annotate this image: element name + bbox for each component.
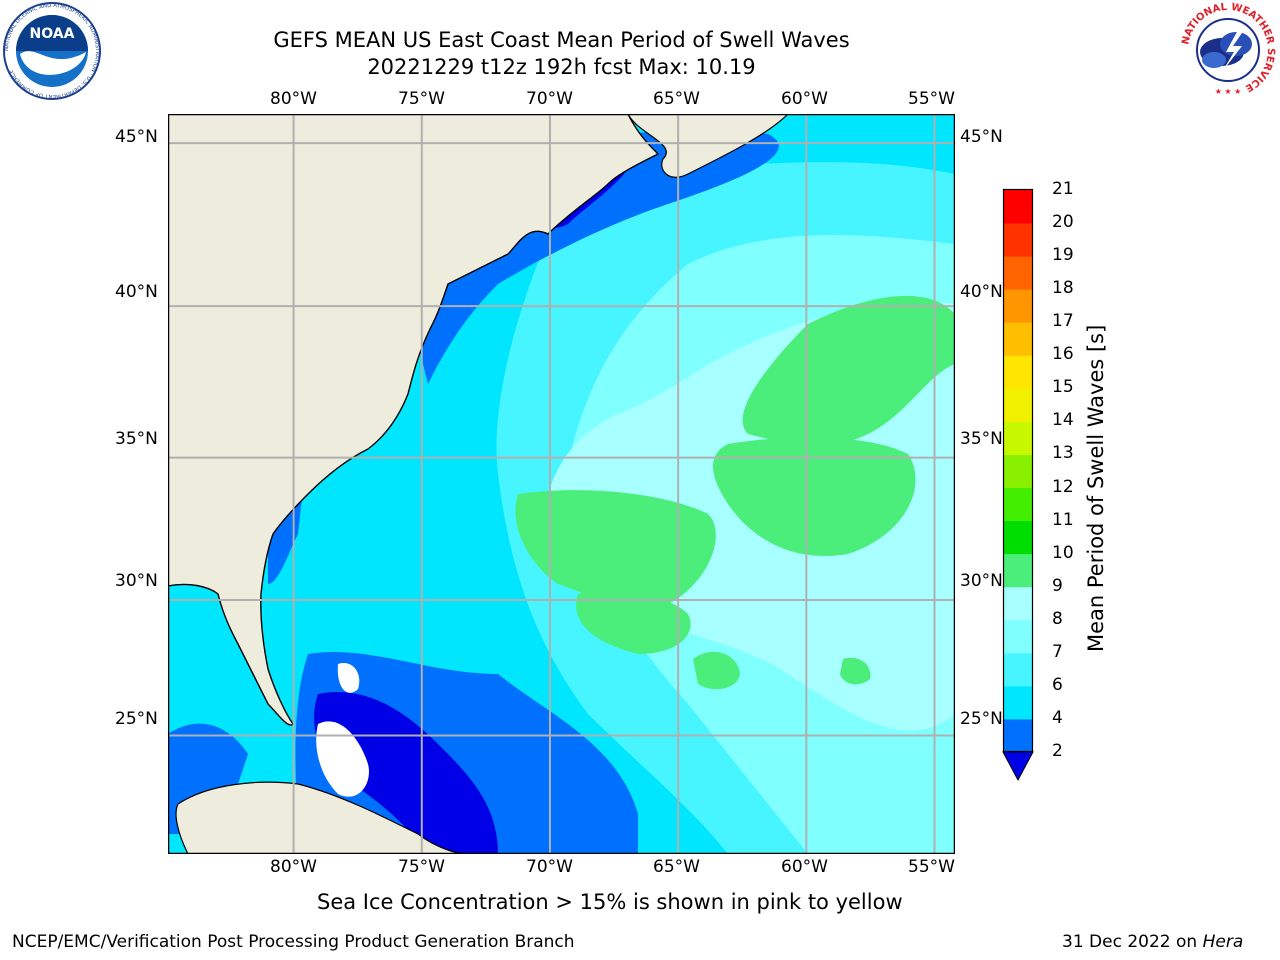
footer-date-text: 31 Dec 2022 on	[1062, 932, 1203, 952]
lat-label-left: 25°N	[115, 709, 158, 729]
footer-credit: NCEP/EMC/Verification Post Processing Pr…	[12, 932, 575, 952]
lat-label-right: 25°N	[960, 709, 1003, 729]
land-nova-scotia	[627, 114, 789, 178]
field-patch-9-10	[515, 490, 716, 607]
nws-logo: NATIONAL WEATHER SERVICE ★ ★ ★	[1178, 0, 1278, 100]
colorbar-swatch	[1004, 520, 1032, 555]
footer-host: Hera	[1202, 932, 1244, 952]
colorbar-tick-label: 12	[1052, 476, 1074, 497]
colorbar-swatch	[1004, 355, 1032, 389]
lat-label-left: 40°N	[115, 282, 158, 302]
lon-label-top: 60°W	[781, 89, 828, 109]
footer-date: 31 Dec 2022 on Hera	[1062, 932, 1243, 952]
map-panel	[168, 114, 955, 854]
sea-ice-caption: Sea Ice Concentration > 15% is shown in …	[317, 890, 903, 914]
colorbar-tick-label: 19	[1052, 245, 1074, 266]
colorbar-tick-label: 18	[1052, 278, 1074, 299]
field-patch-9-10	[693, 651, 740, 690]
swell-period-map	[168, 114, 955, 854]
lat-label-right: 35°N	[960, 429, 1003, 449]
lon-label-bottom: 55°W	[908, 857, 955, 877]
lat-label-right: 40°N	[960, 282, 1003, 302]
colorbar-swatch	[1004, 256, 1032, 290]
map-frame	[168, 114, 955, 854]
colorbar-swatch	[1004, 619, 1032, 654]
colorbar-swatch	[1004, 289, 1032, 323]
lon-label-bottom: 65°W	[653, 857, 700, 877]
noaa-logo: NATIONAL OCEANIC AND ATMOSPHERIC ADMINIS…	[0, 2, 104, 100]
lon-label-top: 75°W	[398, 89, 445, 109]
colorbar-extend-triangle	[1002, 751, 1034, 782]
lat-label-right: 45°N	[960, 127, 1003, 147]
colorbar-tick-label: 9	[1052, 575, 1063, 596]
colorbar-tick-label: 14	[1052, 410, 1074, 431]
colorbar-swatch	[1004, 190, 1032, 224]
lon-label-top: 65°W	[653, 89, 700, 109]
noaa-logo-text: NOAA	[30, 26, 75, 42]
colorbar-swatch	[1004, 421, 1032, 455]
colorbar-tick-label: 2	[1052, 741, 1063, 761]
colorbar-tick-label: 7	[1052, 641, 1063, 662]
colorbar-tick-label: 21	[1052, 179, 1074, 199]
graticule	[168, 114, 955, 854]
colorbar-tick-label: 4	[1052, 707, 1063, 728]
lat-label-left: 35°N	[115, 429, 158, 449]
lon-label-bottom: 75°W	[398, 857, 445, 877]
lon-label-bottom: 70°W	[526, 857, 573, 877]
colorbar-swatch	[1004, 685, 1032, 720]
colorbar-tick-label: 13	[1052, 443, 1074, 464]
colorbar-swatch	[1004, 652, 1032, 687]
field-patch-9-10	[742, 295, 955, 446]
colorbar-swatches	[1002, 188, 1034, 782]
colorbar-tick-label: 16	[1052, 344, 1074, 365]
lon-label-top: 55°W	[908, 89, 955, 109]
lat-label-left: 30°N	[115, 571, 158, 591]
field-patch-9-10	[576, 590, 691, 654]
colorbar-swatch	[1004, 487, 1032, 522]
field-band-2-4	[314, 692, 498, 854]
colorbar-swatch	[1004, 223, 1032, 257]
nws-stars-icon: ★ ★ ★	[1215, 87, 1242, 96]
no-data-area	[337, 663, 360, 693]
colorbar-tick-label: 20	[1052, 212, 1074, 233]
colorbar-swatch	[1004, 322, 1032, 356]
land-cuba	[175, 781, 469, 854]
lon-label-top: 70°W	[526, 89, 573, 109]
colorbar-swatch	[1004, 553, 1032, 588]
colorbar-swatch	[1004, 388, 1032, 422]
field-patch-9-10	[713, 437, 916, 556]
lon-label-top: 80°W	[270, 89, 317, 109]
colorbar-swatch	[1004, 718, 1032, 753]
land-north-america	[168, 114, 660, 726]
no-data-area	[316, 721, 369, 797]
field-patch-9-10	[840, 657, 871, 685]
colorbar-swatch	[1004, 454, 1032, 489]
map-title: GEFS MEAN US East Coast Mean Period of S…	[273, 28, 850, 52]
colorbar-tick-label: 17	[1052, 311, 1074, 332]
lon-label-bottom: 80°W	[270, 857, 317, 877]
lat-label-right: 30°N	[960, 571, 1003, 591]
lat-label-left: 45°N	[115, 127, 158, 147]
colorbar-tick-label: 8	[1052, 608, 1063, 629]
colorbar-tick-label: 6	[1052, 674, 1063, 695]
colorbar	[1000, 187, 1040, 787]
colorbar-tick-label: 11	[1052, 509, 1074, 530]
map-subtitle: 20221229 t12z 192h fcst Max: 10.19	[367, 55, 756, 79]
lon-label-bottom: 60°W	[781, 857, 828, 877]
colorbar-tick-label: 10	[1052, 542, 1074, 563]
colorbar-swatch	[1004, 586, 1032, 621]
colorbar-title: Mean Period of Swell Waves [s]	[1084, 324, 1108, 652]
colorbar-tick-label: 15	[1052, 377, 1074, 398]
